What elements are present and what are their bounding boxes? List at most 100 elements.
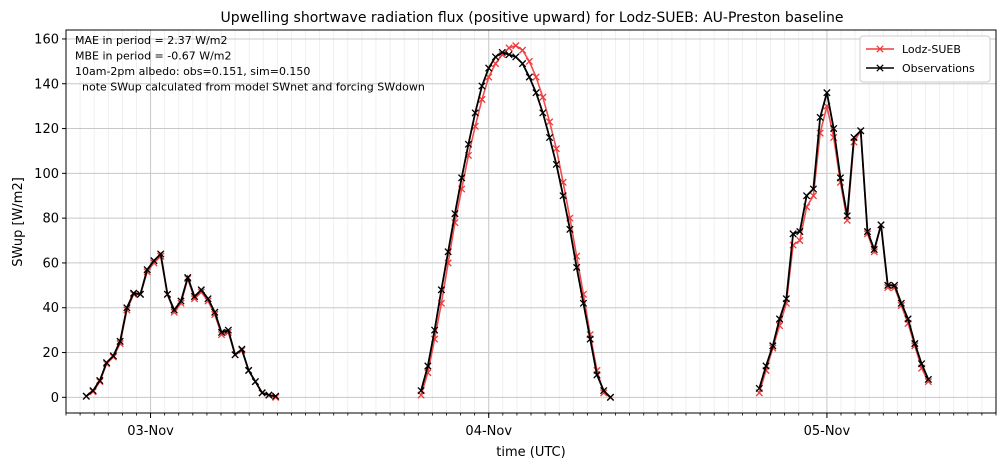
marker-stroke [755, 384, 763, 393]
data-point-obs [251, 377, 260, 386]
data-point-obs [136, 290, 145, 298]
legend-marker [876, 45, 884, 53]
marker-stroke [545, 133, 554, 142]
data-point-obs [258, 389, 266, 397]
marker-stroke [762, 362, 770, 370]
series-line-obs [85, 252, 276, 398]
y-axis-label: SWup [W/m2] [11, 177, 26, 267]
data-point-obs [762, 362, 770, 370]
data-point-obs [129, 289, 138, 297]
marker-stroke [897, 299, 905, 307]
chart-title: Upwelling shortwave radiation flux (posi… [220, 10, 843, 26]
data-point-obs [204, 295, 212, 303]
data-point-obs [836, 174, 845, 182]
marker-stroke [775, 315, 784, 323]
data-point-obs [775, 315, 784, 323]
data-point-model [177, 299, 185, 307]
marker-stroke [525, 57, 533, 66]
data-point-obs [539, 109, 547, 117]
data-point-obs [890, 281, 899, 289]
marker-stroke [924, 375, 933, 384]
marker-stroke [911, 339, 919, 348]
y-tick-label: 40 [42, 301, 59, 316]
marker-stroke [809, 192, 818, 200]
data-point-model [809, 192, 818, 200]
data-point-obs [451, 210, 459, 218]
data-point-obs [897, 299, 905, 307]
marker-stroke [129, 289, 138, 297]
y-tick-label: 80 [42, 212, 59, 227]
marker-stroke [478, 82, 486, 90]
marker-stroke [184, 273, 192, 282]
data-point-model [525, 57, 533, 66]
legend-label: Observations [902, 62, 975, 75]
x-tick-label: 04-Nov [465, 424, 512, 439]
y-axis: 0 20 40 60 80 100 120 140 160 [34, 32, 66, 406]
data-point-obs [238, 345, 246, 353]
series-line-obs [758, 92, 930, 389]
plot-series [82, 42, 933, 401]
x-axis-label: time (UTC) [496, 445, 565, 460]
marker-stroke [451, 210, 459, 218]
y-tick-label: 140 [34, 77, 59, 92]
marker-stroke [857, 127, 865, 135]
x-axis: 03-Nov 04-Nov 05-Nov [65, 413, 997, 439]
series-line-obs [420, 51, 612, 398]
data-point-obs [593, 371, 601, 379]
series-obs [82, 48, 933, 401]
marker-stroke [150, 257, 158, 265]
data-point-obs [272, 392, 280, 400]
data-point-obs [150, 257, 158, 265]
marker-stroke [593, 371, 601, 379]
data-point-obs [478, 82, 486, 90]
data-point-model [924, 377, 933, 386]
marker-stroke [170, 308, 178, 316]
legend-label: Lodz-SUEB [902, 43, 961, 56]
marker-stroke [143, 265, 151, 274]
data-point-model [170, 308, 178, 316]
marker-stroke [163, 290, 172, 298]
annotation-line: MAE in period = 2.37 W/m2 [75, 34, 228, 47]
marker-stroke [518, 59, 527, 68]
marker-stroke [586, 335, 594, 343]
data-point-obs [417, 386, 425, 395]
data-point-obs [877, 221, 885, 229]
marker-stroke [572, 263, 581, 272]
marker-stroke [904, 315, 912, 323]
data-point-obs [109, 352, 118, 360]
marker-stroke [197, 288, 205, 296]
marker-stroke [217, 328, 226, 337]
data-point-obs [545, 133, 554, 142]
data-point-obs [265, 391, 273, 399]
marker-stroke [96, 376, 104, 385]
x-tick-label: 03-Nov [127, 424, 174, 439]
series-line-model [85, 254, 276, 399]
data-point-obs [170, 306, 178, 314]
legend-box [859, 35, 991, 83]
marker-stroke [600, 389, 608, 397]
data-point-obs [579, 299, 588, 307]
marker-stroke [177, 299, 185, 307]
data-point-model [600, 389, 608, 397]
series-line-model [420, 44, 611, 398]
data-point-obs [102, 358, 111, 367]
marker-stroke [190, 295, 199, 303]
data-point-model [505, 44, 513, 52]
data-point-obs [464, 140, 473, 148]
marker-stroke [109, 352, 118, 360]
marker-stroke [458, 174, 466, 182]
data-point-obs [532, 89, 540, 97]
marker-stroke [505, 50, 513, 59]
data-point-obs [505, 50, 513, 59]
marker-stroke [471, 122, 479, 130]
data-point-obs [911, 339, 919, 348]
data-point-obs [789, 230, 797, 238]
annotation-line: 10am-2pm albedo: obs=0.151, sim=0.150 [75, 65, 310, 78]
marker-stroke [606, 393, 615, 401]
data-point-obs [471, 109, 479, 117]
marker-stroke [272, 393, 280, 401]
marker-stroke [244, 366, 253, 375]
marker-stroke [552, 160, 561, 169]
marker-stroke [796, 227, 804, 236]
y-tick-label: 100 [34, 167, 59, 182]
